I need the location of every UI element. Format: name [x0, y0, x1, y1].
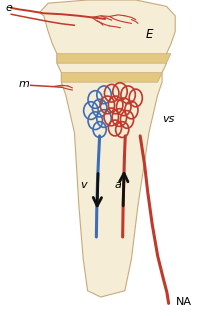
Text: E: E: [145, 28, 153, 41]
Text: v: v: [80, 180, 87, 190]
Polygon shape: [39, 0, 175, 297]
Text: vs: vs: [162, 113, 175, 124]
Text: m: m: [19, 79, 30, 89]
Text: NA: NA: [176, 297, 192, 307]
Text: e: e: [5, 3, 12, 13]
Text: a: a: [115, 180, 122, 190]
Polygon shape: [57, 54, 171, 63]
Polygon shape: [61, 73, 162, 82]
